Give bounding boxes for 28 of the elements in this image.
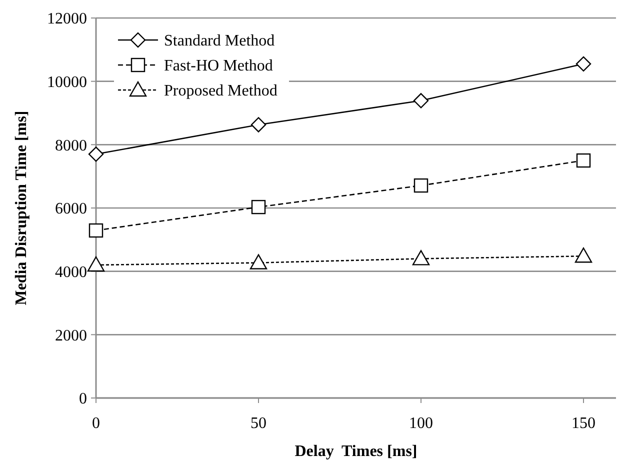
y-tick-label: 4000 [55, 264, 87, 281]
point [574, 248, 592, 263]
x-axis-title: Delay Times [ms] [294, 443, 418, 460]
point [576, 56, 592, 72]
y-axis-title: Media Disruption Time [ms] [13, 110, 30, 306]
x-tick-label: 150 [572, 415, 596, 432]
point [414, 178, 428, 193]
y-tick-label: 0 [79, 390, 87, 408]
point [412, 250, 430, 266]
x-tick-label: 50 [250, 415, 266, 432]
x-tick-label: 100 [409, 415, 433, 432]
point [88, 146, 104, 162]
legend-label: Proposed Method [164, 82, 278, 100]
y-tick-label: 6000 [55, 200, 87, 218]
y-tick-label: 10000 [47, 74, 87, 91]
y-tick-label: 12000 [47, 10, 87, 28]
point [576, 153, 591, 168]
legend-label: Fast-HO Method [164, 58, 273, 75]
point [250, 117, 266, 132]
point [87, 256, 105, 272]
point [250, 254, 268, 270]
y-tick-label: 2000 [55, 327, 87, 344]
point [251, 200, 266, 214]
point [88, 223, 104, 238]
point [413, 93, 429, 108]
x-tick-label: 0 [92, 415, 100, 432]
legend-label: Standard Method [164, 32, 275, 50]
y-tick-label: 8000 [55, 137, 87, 154]
